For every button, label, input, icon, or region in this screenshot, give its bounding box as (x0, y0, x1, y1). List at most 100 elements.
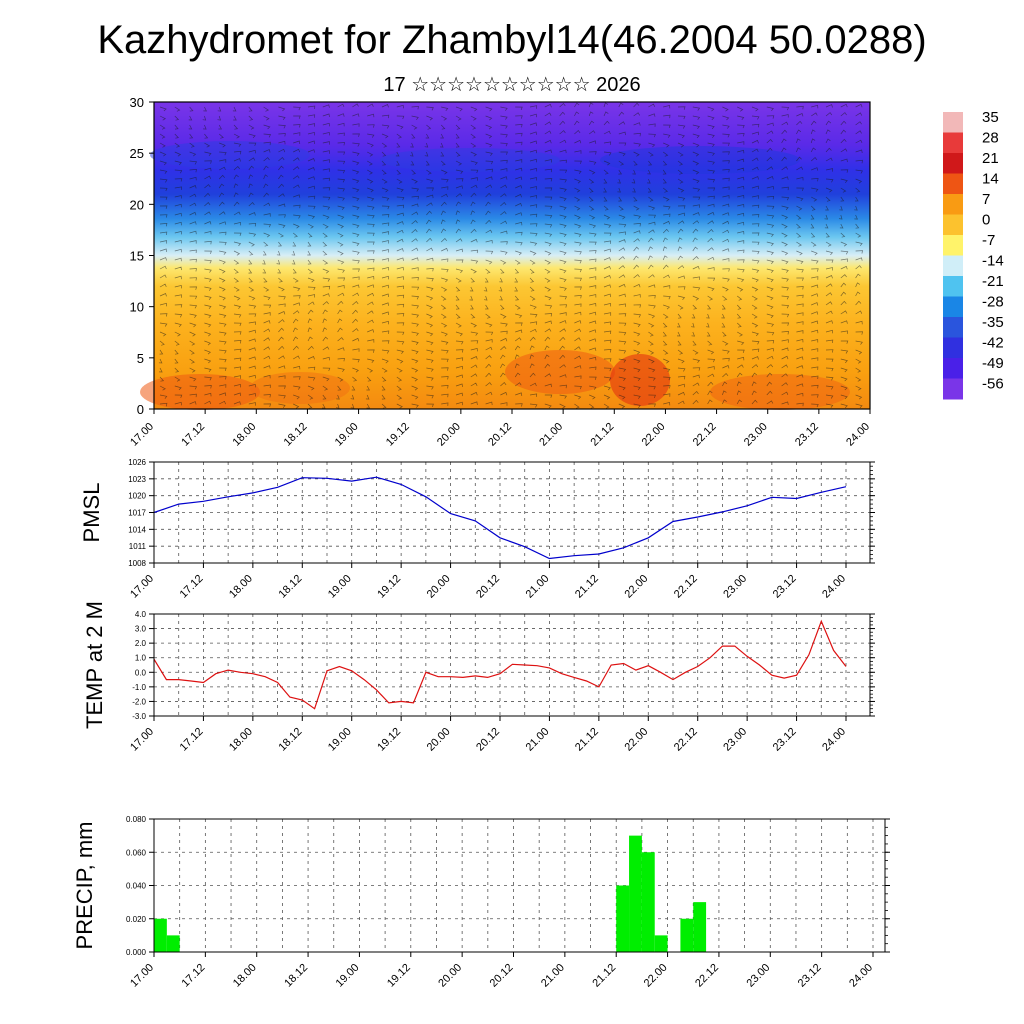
x-tick-label: 23.00 (744, 962, 772, 990)
x-tick-label: 22.12 (672, 726, 700, 754)
y-tick-label: 30 (130, 95, 144, 110)
colorbar-label: 28 (982, 130, 999, 147)
y-tick-label: 1026 (128, 458, 146, 467)
x-tick-label: 17.12 (180, 962, 208, 990)
temp-line (153, 619, 847, 710)
x-tick-label: 19.12 (375, 573, 403, 601)
y-tick-label: 1011 (129, 542, 147, 551)
cold-core-blob (380, 148, 560, 172)
colorbar-swatch (943, 358, 963, 379)
pmsl-line (153, 476, 847, 560)
colorbar-label: -28 (982, 294, 1004, 311)
x-tick-label: 19.00 (334, 962, 362, 990)
x-tick-label: 23.00 (721, 726, 749, 754)
colorbar-label: 7 (982, 191, 990, 208)
x-tick-label: 19.00 (326, 726, 354, 754)
x-tick-label: 18.00 (231, 962, 259, 990)
colorbar-swatch (943, 296, 963, 318)
colorbar-swatch (943, 112, 963, 133)
y-tick-label: -3.0 (132, 712, 146, 721)
warm-core-blob (140, 374, 260, 410)
y-tick-label: 1017 (128, 509, 146, 518)
x-tick-label: 22.12 (691, 421, 719, 449)
x-tick-label: 23.12 (793, 421, 821, 449)
y-tick-label: 25 (130, 146, 144, 161)
colorbar-swatch (943, 378, 963, 400)
y-tick-label: 1014 (128, 525, 146, 534)
colorbar-swatch (943, 173, 963, 195)
x-tick-label: 19.00 (326, 573, 354, 601)
precip-bar (166, 935, 180, 952)
colorbar-swatch (943, 214, 963, 236)
y-axis-title: PMSL (79, 483, 104, 543)
x-tick-label: 17.12 (178, 573, 206, 601)
x-tick-label: 22.00 (622, 726, 650, 754)
precip-bar (154, 918, 167, 952)
y-axis-title: TEMP at 2 M (82, 601, 107, 729)
colorbar-label: -21 (982, 273, 1004, 290)
x-tick-label: 19.12 (375, 726, 403, 754)
x-tick-label: 21.12 (588, 421, 616, 449)
x-tick-label: 24.00 (844, 421, 872, 449)
y-tick-label: 0.060 (126, 848, 147, 857)
y-tick-label: 0.020 (126, 915, 147, 924)
warm-core-blob (610, 354, 670, 406)
precip-bar (616, 885, 630, 952)
x-tick-label: 17.00 (128, 421, 156, 449)
colorbar-label: -56 (982, 376, 1004, 393)
x-tick-label: 23.00 (721, 573, 749, 601)
colorbar-swatch (943, 132, 963, 154)
x-tick-label: 18.12 (276, 726, 304, 754)
x-tick-label: 18.00 (227, 573, 255, 601)
x-tick-label: 22.00 (640, 421, 668, 449)
x-tick-label: 23.00 (742, 421, 770, 449)
x-tick-label: 20.12 (488, 962, 516, 990)
x-tick-label: 17.00 (128, 962, 156, 990)
x-tick-label: 21.00 (537, 421, 565, 449)
y-tick-label: 0.000 (126, 948, 147, 957)
colorbar-swatch (943, 153, 963, 174)
x-tick-label: 18.00 (230, 421, 258, 449)
colorbar-label: 0 (982, 212, 990, 229)
x-tick-label: 17.12 (179, 421, 207, 449)
x-tick-label: 22.00 (622, 573, 650, 601)
x-tick-label: 24.00 (820, 726, 848, 754)
x-tick-label: 21.00 (524, 726, 552, 754)
chart-subtitle: 17 ☆☆☆☆☆☆☆☆☆☆ 2026 (383, 74, 641, 96)
x-tick-label: 20.00 (425, 573, 453, 601)
warm-core-blob (710, 374, 850, 410)
y-tick-label: 3.0 (135, 625, 147, 634)
x-tick-label: 20.00 (436, 962, 464, 990)
x-tick-label: 20.00 (435, 421, 463, 449)
x-tick-label: 22.00 (642, 962, 670, 990)
colorbar-swatch (943, 276, 963, 297)
colorbar-label: 14 (982, 171, 999, 188)
x-tick-label: 20.12 (486, 421, 514, 449)
colorbar-swatch (943, 255, 963, 277)
x-tick-label: 21.00 (539, 962, 567, 990)
x-tick-label: 20.12 (474, 726, 502, 754)
warm-core-blob (505, 350, 615, 394)
cold-core-blob (600, 146, 800, 174)
warm-core-blob (250, 372, 350, 404)
x-tick-label: 18.00 (227, 726, 255, 754)
y-tick-label: -1.0 (132, 683, 146, 692)
colorbar-label: 35 (982, 109, 999, 126)
x-tick-label: 22.12 (693, 962, 721, 990)
x-tick-label: 19.12 (384, 421, 412, 449)
x-tick-label: 23.12 (771, 726, 799, 754)
precip-frame (153, 818, 886, 953)
chart-title: Kazhydromet for Zhambyl14(46.2004 50.028… (97, 18, 927, 62)
x-tick-label: 21.00 (524, 573, 552, 601)
x-tick-label: 21.12 (590, 962, 618, 990)
y-tick-label: 1023 (128, 475, 146, 484)
colorbar-swatch (943, 235, 963, 256)
y-tick-label: 0.040 (126, 882, 147, 891)
colorbar-label: -42 (982, 335, 1004, 352)
colorbar-swatch (943, 337, 963, 359)
colorbar-swatch (943, 194, 963, 215)
colorbar-label: -35 (982, 314, 1004, 331)
y-tick-label: 1020 (128, 492, 146, 501)
